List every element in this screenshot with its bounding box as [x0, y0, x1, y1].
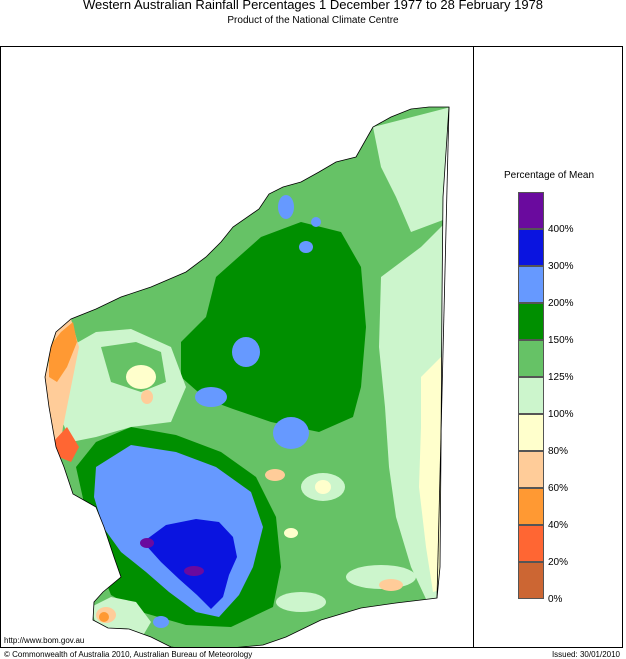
region-northeast-100: [373, 107, 449, 232]
wa-coastline: [44, 106, 450, 647]
region-southwest-300: [143, 519, 237, 609]
region-400-b: [184, 566, 204, 576]
legend-divider: [473, 46, 474, 648]
region-central-80-a: [315, 480, 331, 494]
region-sw-200: [153, 616, 169, 628]
region-central-150: [181, 222, 366, 432]
region-west-80: [126, 365, 156, 389]
map-title: Western Australian Rainfall Percentages …: [82, 0, 544, 12]
rainfall-map: [44, 106, 450, 647]
region-southwest-coast-40: [99, 612, 109, 622]
legend-title: Percentage of Mean: [503, 170, 595, 181]
footer-url[interactable]: http://www.bom.gov.au: [4, 636, 85, 645]
issued-date: Issued: 30/01/2010: [551, 650, 620, 659]
legend-label: 20%: [548, 557, 569, 568]
region-central-200-c: [232, 337, 260, 367]
state-border: [436, 106, 450, 599]
legend-swatch: [518, 303, 544, 340]
region-central-60-a: [265, 469, 285, 481]
region-coast-20: [53, 427, 79, 462]
region-southeast-60: [379, 579, 403, 591]
legend-label: 0%: [548, 594, 563, 605]
legend-label: 60%: [548, 483, 569, 494]
region-central-80-b: [284, 528, 298, 538]
legend-swatch: [518, 451, 544, 488]
region-south-100: [276, 592, 326, 612]
legend-label: 125%: [548, 372, 574, 383]
legend-label: 100%: [548, 409, 574, 420]
region-north-200-b: [299, 241, 313, 253]
legend-swatch: [518, 340, 544, 377]
legend-swatch: [518, 525, 544, 562]
region-north-100: [391, 269, 427, 297]
legend-swatch: [518, 414, 544, 451]
region-west-60: [141, 390, 153, 404]
legend-swatch: [518, 377, 544, 414]
region-north-200-a: [278, 195, 294, 219]
legend-label: 300%: [548, 261, 574, 272]
region-central-200-a: [273, 417, 309, 449]
legend-swatch: [518, 562, 544, 599]
legend-label: 80%: [548, 446, 569, 457]
legend-swatch: [518, 488, 544, 525]
region-north-100-b: [424, 247, 448, 267]
legend-label: 40%: [548, 520, 569, 531]
region-coast-40: [49, 322, 77, 382]
legend-label: 200%: [548, 298, 574, 309]
map-subtitle: Product of the National Climate Centre: [227, 15, 399, 26]
legend-swatch: [518, 192, 544, 229]
copyright-text: © Commonwealth of Australia 2010, Austra…: [4, 650, 253, 659]
legend-swatch: [518, 229, 544, 266]
legend-swatch: [518, 266, 544, 303]
region-central-200-b: [195, 387, 227, 407]
map-frame: [0, 46, 623, 648]
legend-label: 400%: [548, 224, 574, 235]
legend-label: 150%: [548, 335, 574, 346]
region-400-a: [140, 538, 154, 548]
region-north-200-c: [311, 217, 321, 227]
